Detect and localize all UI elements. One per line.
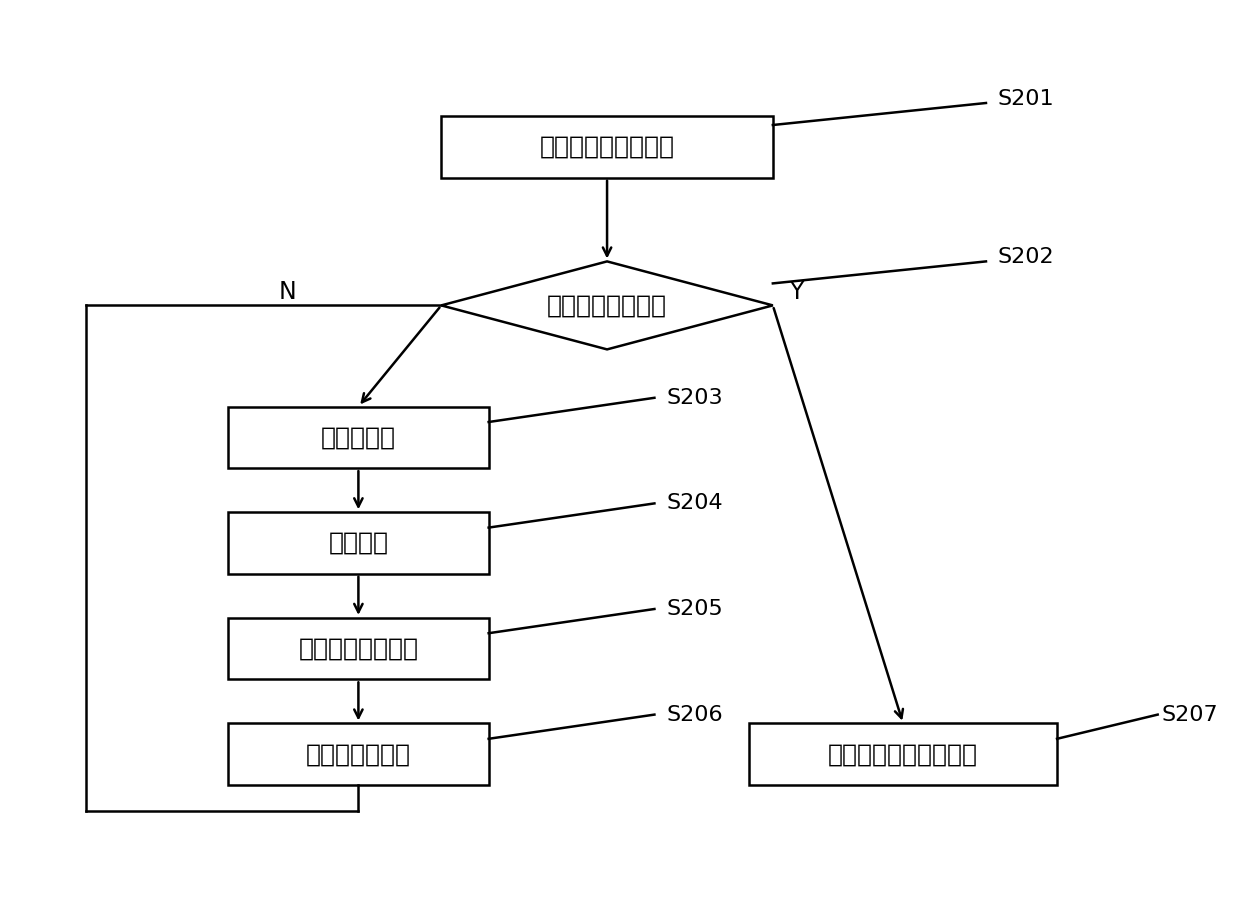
Text: 确定故障参数辨识结果: 确定故障参数辨识结果: [828, 743, 978, 766]
Text: S202: S202: [998, 247, 1054, 267]
Text: S201: S201: [998, 88, 1054, 108]
FancyBboxPatch shape: [749, 723, 1056, 785]
FancyBboxPatch shape: [228, 723, 489, 785]
Text: 生成下一代种群: 生成下一代种群: [306, 743, 410, 766]
Text: 初始化遗传算法种群: 初始化遗传算法种群: [539, 135, 675, 159]
Text: Y: Y: [790, 280, 804, 304]
Text: S205: S205: [666, 599, 723, 619]
Text: S207: S207: [1161, 704, 1218, 724]
Text: S203: S203: [666, 388, 723, 408]
FancyBboxPatch shape: [228, 512, 489, 574]
FancyBboxPatch shape: [228, 618, 489, 680]
FancyBboxPatch shape: [441, 116, 773, 177]
Text: N: N: [279, 280, 296, 304]
Text: S204: S204: [666, 493, 723, 513]
Text: 生成子种群: 生成子种群: [321, 425, 396, 450]
FancyBboxPatch shape: [228, 407, 489, 469]
Text: S206: S206: [666, 704, 723, 724]
Text: 计算个体适应度值: 计算个体适应度值: [299, 637, 418, 661]
Text: 达到迭代结束条件: 达到迭代结束条件: [547, 293, 667, 318]
Text: 合并种群: 合并种群: [329, 531, 388, 555]
Polygon shape: [441, 261, 773, 349]
